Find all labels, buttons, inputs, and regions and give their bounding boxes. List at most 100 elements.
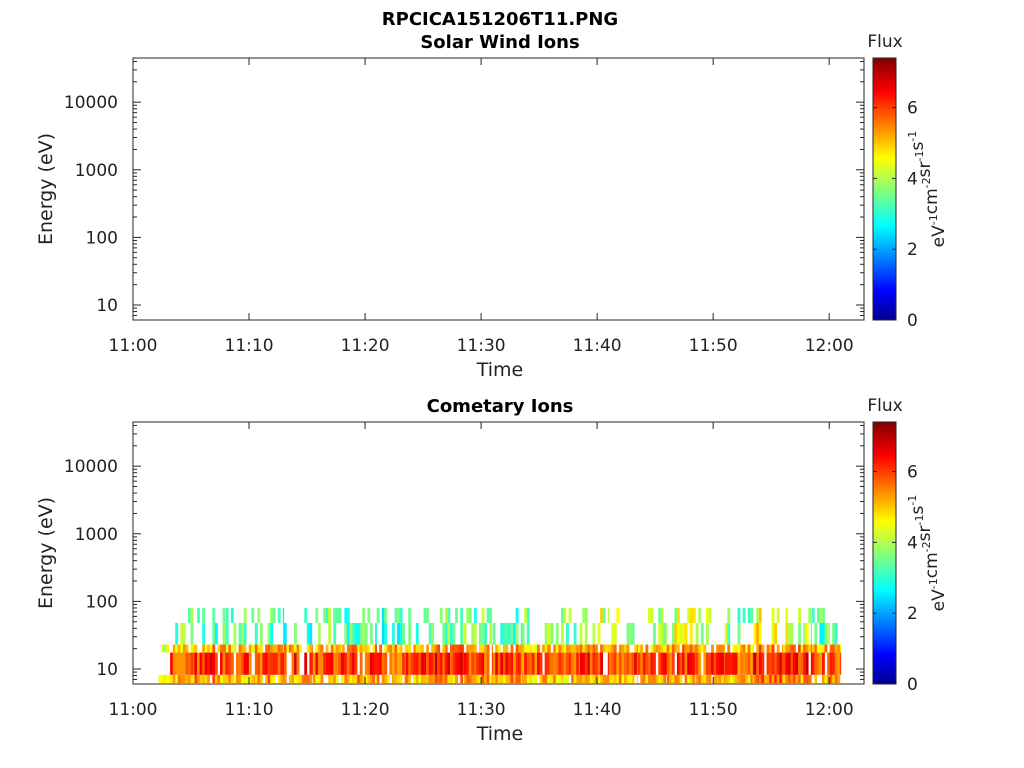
cometary-ions-flux-cell	[367, 644, 371, 653]
cometary-ions-flux-cell	[769, 652, 772, 675]
cometary-ions-flux-cell	[444, 644, 448, 653]
cometary-ions-flux-cell	[747, 644, 751, 653]
cometary-ions-flux-cell	[267, 622, 271, 645]
cometary-ions-flux-cell	[325, 607, 329, 623]
cometary-ions-flux-cell	[718, 644, 722, 653]
cometary-ions-flux-cell	[645, 674, 649, 684]
cometary-ions-flux-cell	[737, 674, 741, 684]
cometary-ions-flux-cell	[473, 644, 477, 653]
cometary-ions-flux-cell	[553, 652, 557, 675]
cometary-ions-flux-cell	[642, 674, 646, 684]
cometary-ions-y-tick-label: 10000	[64, 457, 118, 477]
solar-wind-ions-y-tick-label: 1000	[75, 161, 118, 181]
cometary-ions-flux-cell	[684, 674, 688, 684]
cometary-ions-flux-cell	[369, 652, 373, 675]
cometary-ions-flux-cell	[518, 644, 522, 653]
cometary-ions-flux-cell	[695, 652, 699, 675]
cometary-ions-flux-cell	[352, 674, 355, 684]
cometary-ions-flux-cell	[792, 674, 796, 684]
cometary-ions-flux-cell	[618, 674, 622, 684]
cometary-ions-flux-cell	[792, 652, 796, 675]
cometary-ions-flux-cell	[553, 674, 557, 684]
cometary-ions-flux-cell	[294, 622, 297, 645]
cometary-ions-flux-cell	[589, 644, 593, 653]
cometary-ions-flux-cell	[549, 674, 552, 684]
cometary-ions-flux-cell	[442, 652, 446, 675]
cometary-ions-flux-cell	[338, 607, 342, 623]
cometary-ions-flux-cell	[781, 674, 784, 684]
cometary-ions-flux-cell	[674, 674, 678, 684]
cometary-ions-flux-cell	[367, 652, 371, 675]
cometary-ions-flux-cell	[306, 622, 310, 645]
cometary-ions-flux-cell	[524, 652, 528, 675]
cometary-ions-flux-cell	[700, 622, 704, 645]
cometary-ions-flux-cell	[328, 674, 332, 684]
cometary-ions-flux-cell	[333, 607, 337, 623]
cometary-ions-flux-cell	[462, 652, 464, 675]
cometary-ions-flux-cell	[444, 607, 448, 623]
cometary-ions-flux-cell	[408, 622, 412, 645]
cometary-ions-flux-cell	[236, 652, 239, 675]
cometary-ions-flux-cell	[785, 607, 789, 623]
cometary-ions-flux-cell	[750, 674, 754, 684]
solar-wind-ions-x-tick-label: 11:30	[457, 336, 506, 356]
cometary-ions-flux-cell	[631, 674, 635, 684]
cometary-ions-flux-cell	[653, 622, 656, 645]
cometary-ions-flux-cell	[457, 652, 461, 675]
solar-wind-ions-x-tick-label: 11:40	[573, 336, 622, 356]
cometary-ions-flux-cell	[544, 674, 548, 684]
cometary-ions-flux-cell	[663, 674, 667, 684]
cometary-ions-flux-cell	[505, 644, 509, 653]
cometary-ions-flux-cell	[481, 607, 485, 623]
cometary-ions-flux-cell	[573, 622, 577, 645]
cometary-ions-y-tick-label: 1000	[75, 525, 118, 545]
cometary-ions-flux-cell	[476, 652, 480, 675]
cometary-ions-flux-cell	[257, 644, 261, 653]
cometary-ions-flux-cell	[182, 674, 186, 684]
cometary-ions-flux-cell	[175, 622, 179, 645]
cometary-ions-flux-cell	[761, 652, 765, 675]
cometary-ions-flux-cell	[698, 644, 702, 653]
cometary-ions-flux-cell	[832, 674, 836, 684]
cometary-ions-flux-cell	[795, 652, 799, 675]
cometary-ions-flux-cell	[698, 674, 702, 684]
cometary-ions-flux-cell	[257, 652, 261, 675]
cometary-ions-flux-cell	[212, 652, 216, 675]
cometary-ions-flux-cell	[650, 607, 654, 623]
cometary-ions-flux-cell	[621, 674, 625, 684]
cometary-ions-flux-cell	[251, 607, 255, 623]
cometary-ions-flux-cell	[257, 607, 261, 623]
cometary-ions-flux-cell	[335, 644, 339, 653]
cometary-ions-flux-cell	[703, 674, 707, 684]
cometary-ions-flux-cell	[394, 607, 398, 623]
cometary-ions-flux-cell	[669, 674, 673, 684]
cometary-ions-x-tick-label: 11:40	[573, 700, 622, 720]
cometary-ions-flux-cell	[742, 652, 746, 675]
cometary-ions-flux-cell	[711, 644, 714, 653]
cometary-ions-flux-cell	[254, 622, 258, 645]
cometary-ions-flux-cell	[354, 674, 358, 684]
cometary-ions-flux-cell	[294, 652, 297, 675]
cometary-ions-flux-cell	[640, 652, 644, 675]
solar-wind-ions-title: Solar Wind Ions	[420, 32, 579, 53]
cometary-ions-flux-cell	[296, 674, 300, 684]
cometary-ions-flux-cell	[354, 622, 358, 645]
cometary-ions-flux-cell	[526, 607, 530, 623]
cometary-ions-colorbar-tick-label: 2	[907, 604, 918, 624]
cometary-ions-flux-cell	[753, 652, 757, 675]
cometary-ions-flux-cell	[265, 674, 268, 684]
cometary-ions-flux-cell	[418, 644, 422, 653]
cometary-ions-flux-cell	[555, 674, 559, 684]
cometary-ions-flux-cell	[259, 652, 263, 675]
cometary-ions-flux-cell	[676, 674, 680, 684]
solar-wind-ions-colorbar-label: Flux	[867, 32, 902, 52]
cometary-ions-flux-cell	[444, 674, 448, 684]
cometary-ions-flux-cell	[426, 607, 429, 623]
cometary-ions-flux-cell	[795, 674, 799, 684]
cometary-ions-flux-cell	[389, 652, 393, 675]
cometary-ions-flux-cell	[241, 652, 244, 675]
cometary-ions-flux-cell	[333, 652, 337, 675]
cometary-ions-flux-cell	[563, 644, 567, 653]
solar-wind-ions-colorbar: 0 2 4 6	[872, 57, 918, 331]
